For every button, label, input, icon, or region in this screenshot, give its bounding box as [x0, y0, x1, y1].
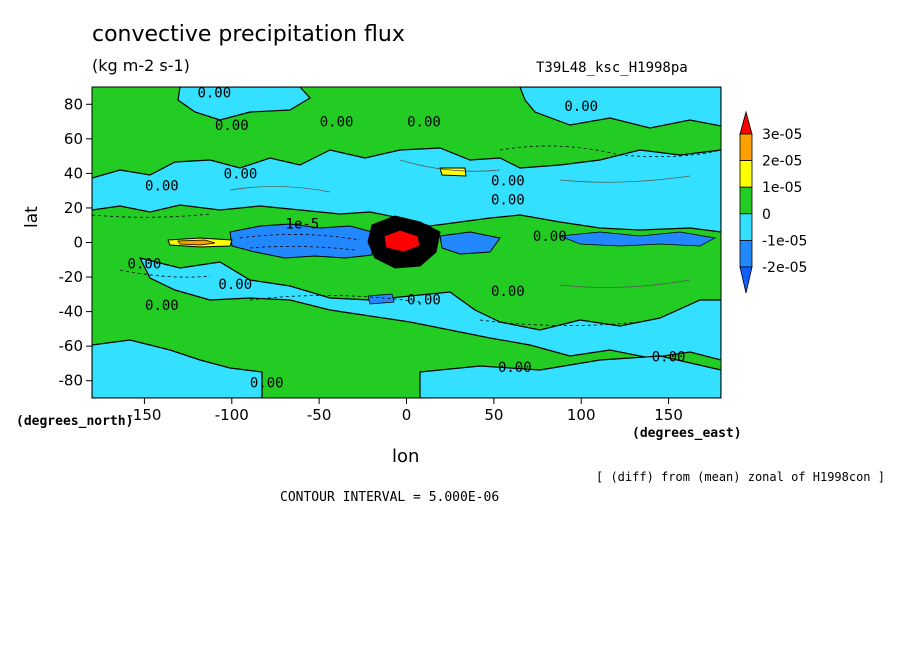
- colorbar-swatch: [739, 213, 753, 241]
- negative-region-south: [138, 257, 721, 361]
- y-tick-label: -60: [59, 337, 84, 355]
- contour-label: 0.00: [407, 293, 441, 309]
- x-axis-unit: (degrees_east): [632, 426, 742, 441]
- colorbar-label: 3e-05: [762, 127, 802, 143]
- max-red-core: [383, 229, 421, 253]
- y-tick-label: 60: [64, 130, 83, 148]
- chart-title: convective precipitation flux: [92, 22, 405, 47]
- x-tick-label: -100: [215, 406, 249, 424]
- colorbar-swatch: [739, 160, 753, 188]
- contour-label: -1e-5: [277, 217, 319, 233]
- x-tick-label: 0: [402, 406, 412, 424]
- negative-region-south-pole: [419, 355, 721, 398]
- colorbar-label: 1e-05: [762, 180, 802, 196]
- dashed-contour-5: [479, 319, 641, 326]
- strong-negative-spot-south: [367, 293, 395, 305]
- strong-negative-band-west: [229, 223, 373, 259]
- x-tick-label: -150: [127, 406, 161, 424]
- contour-label: 0.00: [215, 118, 249, 134]
- colorbar-bottom-arrow: [739, 266, 753, 294]
- difference-note: [ (diff) from (mean) zonal of H1998con ]: [596, 470, 885, 484]
- contour-label: 0.00: [652, 350, 686, 366]
- y-tick-label: -80: [59, 372, 84, 390]
- chart-units: (kg m-2 s-1): [92, 56, 190, 75]
- colorbar-swatch: [739, 133, 753, 162]
- dashed-contour-1: [239, 234, 361, 241]
- positive-contour-3: [559, 175, 691, 183]
- contour-labels: 0.00 0.00 0.00 0.00 0.00 0.00 0.00 0.00 0.00 0.00…: [128, 85, 686, 392]
- colorbar-label: 0: [762, 207, 771, 223]
- contour-label: 0.00: [224, 167, 258, 183]
- contour-label: 0.00: [491, 192, 525, 208]
- colorbar-top-arrow: [739, 110, 753, 135]
- contour-label: 0.00: [128, 256, 162, 272]
- negative-region-far-south: [92, 339, 263, 398]
- negative-region-northeast: [519, 87, 721, 129]
- colorbar-label: -1e-05: [762, 233, 807, 249]
- x-tick-label: 150: [654, 406, 683, 424]
- dashed-contour-4: [249, 295, 421, 303]
- contour-label: 0.00: [145, 298, 179, 314]
- y-tick-label: 40: [64, 164, 83, 182]
- contour-label: 0.00: [250, 376, 284, 392]
- y-tick-label: -20: [59, 268, 84, 286]
- x-axis-label: lon: [392, 446, 420, 467]
- contour-label: 0.00: [491, 173, 525, 189]
- strong-negative-band-far-east: [559, 231, 717, 247]
- contour-label: 0.00: [533, 229, 567, 245]
- contour-label: 0.00: [407, 115, 441, 131]
- positive-contour-4: [559, 279, 691, 288]
- x-tick-label: -50: [307, 406, 332, 424]
- contour-label: 0.00: [197, 85, 231, 101]
- strong-negative-band-east: [439, 231, 501, 255]
- positive-core-west-tropics: [177, 239, 216, 246]
- y-axis-ticks: 80 60 40 20 0 -20 -40 -60 -80: [59, 95, 92, 390]
- dashed-contour-3: [499, 145, 721, 158]
- colorbar-label: 2e-05: [762, 154, 802, 170]
- positive-contour-lines: [229, 159, 691, 288]
- contour-label: 0.00: [498, 360, 532, 376]
- y-tick-label: 0: [73, 234, 83, 252]
- negative-region-high-north: [177, 87, 311, 121]
- colorbar-label: -2e-05: [762, 260, 807, 276]
- contour-label: 0.00: [145, 179, 179, 195]
- positive-contour-1: [399, 159, 501, 172]
- x-tick-label: 50: [484, 406, 503, 424]
- y-tick-label: 80: [64, 95, 83, 113]
- dashed-contour-7: [92, 213, 211, 218]
- negative-region-north: [92, 147, 721, 233]
- colorbar: 3e-05 2e-05 1e-05 0 -1e-05 -2e-05: [739, 110, 807, 294]
- x-axis-ticks: -150 -100 -50 0 50 100 150: [127, 398, 683, 424]
- x-tick-label: 100: [567, 406, 596, 424]
- negative-contour-lines: [92, 145, 721, 326]
- y-axis-unit: (degrees_north): [16, 414, 134, 429]
- contour-interval: CONTOUR INTERVAL = 5.000E-06: [280, 490, 500, 505]
- contour-label: 0.00: [218, 277, 252, 293]
- contour-label: 0.00: [491, 284, 525, 300]
- y-tick-label: 20: [64, 199, 83, 217]
- contour-label: 0.00: [320, 115, 354, 131]
- contour-label: 0.00: [564, 99, 598, 115]
- run-label: T39L48_ksc_H1998pa: [536, 60, 688, 76]
- positive-spot-north: [439, 167, 467, 177]
- y-tick-label: -40: [59, 303, 84, 321]
- contour-field: 0.00 0.00 0.00 0.00 0.00 0.00 0.00 0.00 0.00 0.00…: [92, 85, 721, 398]
- colorbar-swatch: [739, 239, 753, 268]
- positive-contour-2: [229, 186, 331, 193]
- colorbar-swatch: [739, 186, 753, 215]
